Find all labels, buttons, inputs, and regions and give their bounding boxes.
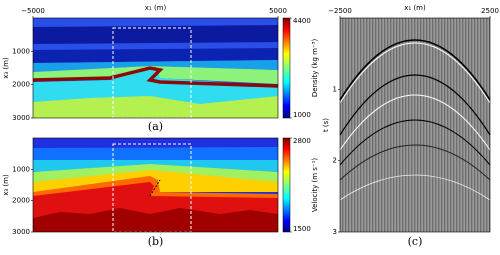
y-tick-label: 1000 <box>12 165 30 173</box>
x-axis-label: x₁ (m) <box>404 4 426 12</box>
y-tick-label: 1 <box>333 85 337 93</box>
caption: (c) <box>408 235 423 248</box>
y-tick-label: 2000 <box>12 197 30 205</box>
colorbar-tick-label: 4400 <box>293 17 311 25</box>
x-axis-label: x₁ (m) <box>145 4 167 12</box>
y-axis-label: x₃ (m) <box>2 174 10 196</box>
y-axis-label: x₃ (m) <box>2 57 10 79</box>
colorbar-label: Density (kg m⁻³) <box>311 39 319 98</box>
colorbar <box>282 137 291 233</box>
velocity-model <box>33 138 278 232</box>
caption: (b) <box>148 235 164 248</box>
y-tick-label: 1000 <box>12 47 30 55</box>
x-tick-label: −2500 <box>328 7 352 15</box>
colorbar-tick-label: 1500 <box>293 225 311 233</box>
density-model <box>33 18 278 118</box>
caption: (a) <box>148 120 163 133</box>
colorbar-label: Velocity (m s⁻¹) <box>311 158 319 213</box>
x-tick-label: 5000 <box>269 7 287 15</box>
x-tick-label: −5000 <box>21 7 45 15</box>
y-tick-label: 3000 <box>12 114 30 122</box>
colorbar-tick-label: 1000 <box>293 111 311 119</box>
colorbar-tick-label: 2800 <box>293 137 311 145</box>
x-tick-label: 2500 <box>481 7 499 15</box>
y-tick-label: 3 <box>333 228 337 236</box>
y-tick-label: 2 <box>333 157 337 165</box>
y-tick-label: 2000 <box>12 81 30 89</box>
colorbar <box>282 17 291 119</box>
y-axis-label: t (s) <box>322 118 330 132</box>
y-tick-label: 3000 <box>12 228 30 236</box>
seismogram <box>339 17 491 233</box>
